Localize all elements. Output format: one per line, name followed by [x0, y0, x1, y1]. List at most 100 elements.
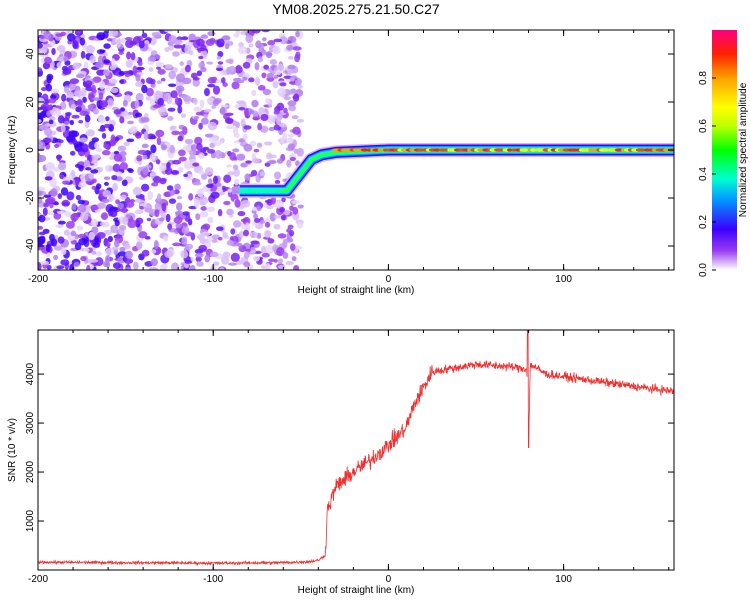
spectrogram-cell: [195, 256, 202, 263]
spectrogram-cell: [189, 264, 196, 270]
spectrogram-cell: [91, 226, 99, 234]
spectrogram-cell: [281, 196, 286, 203]
spectrogram-cell: [286, 159, 292, 168]
spectrogram-cell: [57, 236, 65, 244]
spectrogram-cell: [243, 229, 250, 237]
spectrogram-cell: [117, 202, 125, 209]
spectrogram-cell: [170, 170, 180, 175]
spectrogram-cell: [85, 167, 92, 171]
spectrogram-cell: [203, 87, 210, 97]
spectrogram-cell: [145, 96, 152, 101]
spectrogram-cell: [182, 95, 192, 102]
spectrogram-cell: [66, 91, 75, 99]
spectrogram-cell: [48, 104, 54, 111]
spectrogram-cell: [38, 214, 46, 223]
spectrogram-cell: [64, 210, 72, 218]
spectrogram-cell: [227, 171, 235, 176]
spectrogram-cell: [138, 40, 145, 49]
spectrogram-cell: [59, 174, 65, 180]
spectrogram-cell: [210, 191, 220, 199]
spectrogram-cell: [195, 111, 204, 116]
spectrogram-cell: [245, 160, 252, 164]
snr-xlabel: Height of straight line (km): [298, 585, 415, 596]
spectrogram-cell: [71, 203, 77, 211]
spectrogram-cell: [158, 217, 165, 222]
snr-ytick-label: 2000: [25, 460, 36, 483]
spectrogram-cell: [118, 51, 124, 55]
spectrogram-cell: [227, 58, 234, 65]
spectrogram-cell: [38, 154, 47, 163]
spectrogram-heatmap: [38, 30, 674, 270]
spectrogram-cell: [172, 51, 180, 57]
spectrogram-cell: [269, 212, 276, 222]
spectrogram-cell: [226, 125, 235, 130]
spectrogram-cell: [238, 230, 245, 238]
spectrogram-cell: [270, 65, 277, 70]
spectrogram-cell: [260, 113, 269, 122]
spectrogram-cell: [38, 235, 45, 245]
spectrogram-cell: [156, 66, 162, 70]
spectrogram-cell: [235, 121, 241, 129]
spectrogram-cell: [164, 47, 170, 53]
spectrogram-cell: [161, 202, 167, 212]
spectrogram-cell: [127, 120, 135, 125]
colorbar-ticks: 0.0 0.2 0.4 0.6 0.8: [698, 71, 716, 277]
spectrogram-cell: [219, 106, 226, 115]
spectrogram-cell: [73, 90, 83, 98]
spectrogram-cell: [267, 238, 275, 244]
spectrogram-cell: [45, 83, 53, 92]
spectrogram-cell: [105, 247, 115, 256]
spectrogram-cell: [49, 178, 57, 187]
spectrogram-cell: [192, 77, 200, 81]
spectrogram-cell: [106, 85, 111, 92]
spectrogram-cell: [283, 107, 288, 114]
spectrogram-cell: [55, 224, 63, 228]
spectrogram-cell: [183, 173, 188, 178]
spectrogram-cell: [273, 215, 282, 219]
spectrogram-cell: [88, 172, 95, 180]
spectrogram-cell: [240, 199, 251, 208]
spectrogram-cell: [180, 250, 189, 259]
spectrogram-cell: [276, 117, 282, 126]
spectrogram-cell: [188, 193, 194, 201]
spectrogram-cell: [207, 178, 213, 185]
spectrogram-cell: [206, 97, 215, 104]
spectrogram-cell: [76, 73, 85, 79]
snr-ytick-label: 1000: [25, 509, 36, 532]
spectrogram-ytick-label: 0: [25, 147, 36, 153]
spectrogram-cell: [159, 165, 167, 172]
spectrogram-cell: [287, 136, 294, 144]
spectrogram-cell: [155, 129, 165, 138]
spectrogram-cell: [56, 210, 65, 215]
spectrogram-cell: [228, 262, 237, 266]
spectrogram-cell: [94, 257, 104, 267]
spectrogram-cell: [199, 201, 205, 206]
spectrogram-cell: [255, 77, 261, 86]
spectrogram-cell: [114, 219, 120, 227]
spectrogram-cell: [238, 107, 246, 111]
spectrogram-cell: [164, 64, 173, 69]
spectrogram-cell: [207, 83, 216, 88]
spectrogram-cell: [226, 208, 234, 216]
spectrogram-cell: [194, 136, 203, 145]
spectrogram-cell: [181, 36, 189, 41]
spectrogram-cell: [149, 171, 157, 177]
spectrogram-cell: [278, 264, 286, 270]
spectrogram-cell: [134, 209, 142, 214]
spectrogram-cell: [114, 171, 123, 177]
snr-xtick-label: -200: [28, 574, 48, 585]
spectrogram-cell: [50, 88, 59, 94]
spectrogram-cell: [236, 79, 245, 84]
spectrogram-cell: [156, 136, 162, 146]
spectrogram-cell: [196, 234, 205, 241]
spectrogram-cell: [211, 105, 216, 110]
spectrogram-cell: [134, 112, 143, 118]
spectrogram-cell: [217, 208, 223, 217]
spectrogram-cell: [152, 104, 162, 109]
spectrogram-cell: [198, 244, 208, 252]
spectrogram-cell: [121, 179, 128, 187]
spectrogram-cell: [72, 138, 78, 146]
spectrogram-cell: [155, 61, 164, 67]
spectrogram-cell: [203, 113, 209, 119]
spectrogram-ridge-peak: [590, 148, 598, 152]
